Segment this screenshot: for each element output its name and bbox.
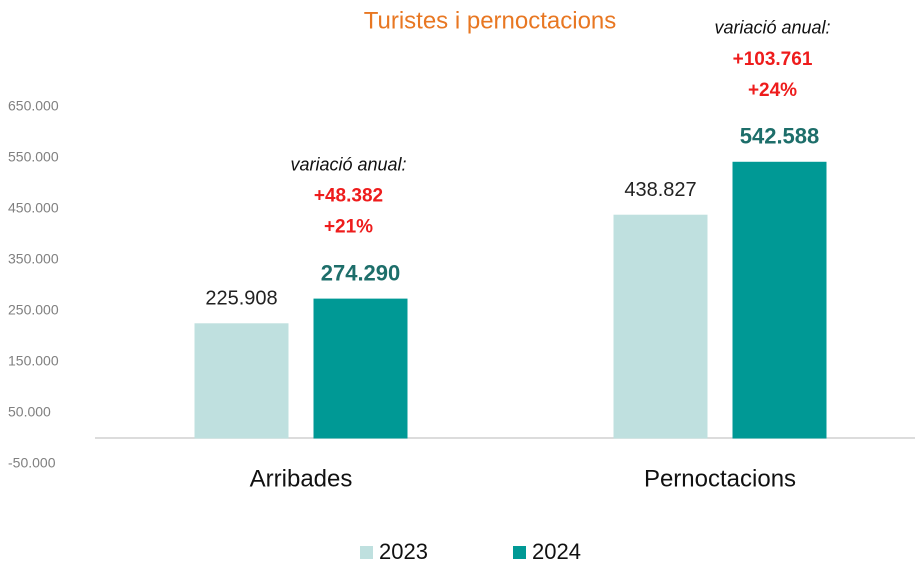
value-label: 542.588 — [740, 124, 820, 149]
bar — [313, 298, 408, 439]
annotation-difference: +103.761 — [733, 49, 813, 70]
annotation-percent: +24% — [748, 80, 797, 101]
annotation-label: variació anual: — [714, 18, 830, 38]
value-label: 438.827 — [624, 179, 696, 201]
chart-title: Turistes i pernoctacions — [364, 7, 617, 34]
value-label: 225.908 — [205, 288, 277, 310]
legend-swatch — [360, 546, 373, 559]
annotation-label: variació anual: — [290, 154, 406, 174]
y-tick-label: 250.000 — [8, 302, 59, 318]
bar — [613, 214, 708, 439]
annotation-percent: +21% — [324, 217, 373, 238]
bar — [732, 161, 827, 439]
annotation-difference: +48.382 — [314, 186, 383, 207]
y-tick-label: 550.000 — [8, 149, 59, 165]
bar — [194, 323, 289, 439]
y-tick-label: 650.000 — [8, 98, 59, 114]
x-tick-label: Arribades — [250, 465, 353, 492]
legend-swatch — [513, 546, 526, 559]
y-tick-label: 450.000 — [8, 200, 59, 216]
y-tick-label: 350.000 — [8, 251, 59, 267]
legend-label: 2023 — [379, 539, 428, 564]
value-label: 274.290 — [321, 260, 401, 285]
y-tick-label: 50.000 — [8, 404, 51, 420]
y-tick-label: -50.000 — [8, 455, 56, 471]
x-tick-label: Pernoctacions — [644, 465, 796, 492]
legend-label: 2024 — [532, 539, 581, 564]
y-tick-label: 150.000 — [8, 353, 59, 369]
